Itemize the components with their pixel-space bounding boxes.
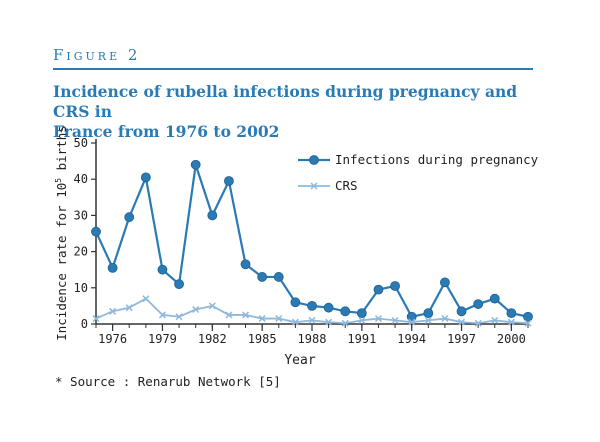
series-0-point-15: [340, 306, 351, 317]
chart-title: Incidence of rubella infections during p…: [53, 82, 523, 142]
series-1: [92, 295, 532, 327]
x-tick-label-1988: 1988: [298, 332, 327, 346]
series-1-point-6: [192, 305, 200, 314]
series-1-point-20: [424, 316, 432, 324]
y-axis-label-prefix: Incidence rate for 10: [54, 183, 69, 341]
series-1-point-0: [92, 315, 100, 323]
series-1-point-24: [491, 316, 499, 324]
chart-title-line-1: Incidence of rubella infections during p…: [53, 82, 518, 121]
x-tick-label-1982: 1982: [198, 332, 227, 346]
y-tick-label-40: 40: [74, 172, 88, 186]
series-0-point-24: [489, 293, 500, 304]
series-1-point-15: [341, 319, 349, 327]
x-tick-label-2000: 2000: [497, 332, 526, 346]
series-0-point-10: [257, 272, 268, 282]
y-tick-label-30: 30: [74, 208, 88, 222]
series-1-point-8: [225, 311, 233, 319]
series-1-point-19: [408, 318, 416, 326]
series-0-point-3: [140, 172, 151, 183]
y-tick-label-50: 50: [74, 136, 88, 150]
series-0-point-23: [473, 299, 484, 309]
legend-item-1: CRS: [298, 178, 358, 193]
x-tick-label-1976: 1976: [98, 332, 127, 346]
series-0-point-18: [390, 281, 400, 291]
series-0-point-2: [124, 212, 135, 223]
y-tick-label-20: 20: [74, 245, 88, 259]
source-note: * Source : Renarub Network [5]: [55, 374, 281, 389]
series-0-point-1: [107, 262, 118, 273]
series-1-point-13: [308, 316, 316, 324]
series-0-point-8: [224, 176, 234, 186]
series-0-point-11: [273, 272, 284, 282]
series-0-point-7: [207, 210, 218, 221]
legend-label-0: Infections during pregnancy: [335, 152, 539, 167]
series-0: [91, 159, 533, 322]
series-0-point-5: [174, 279, 184, 290]
chart-title-line-2: France from 1976 to 2002: [53, 122, 280, 141]
series-1-point-12: [291, 318, 299, 326]
x-tick-label-1985: 1985: [248, 332, 277, 346]
y-tick-label-10: 10: [74, 281, 88, 295]
series-1-point-1: [109, 307, 117, 315]
series-1-point-2: [125, 304, 133, 312]
x-axis-label: Year: [284, 353, 315, 368]
series-1-point-10: [258, 315, 266, 323]
series-0-point-21: [440, 277, 450, 288]
legend-marker-1: [310, 182, 318, 190]
series-0-point-20: [423, 308, 434, 319]
series-1-point-7: [208, 302, 216, 310]
series-0-point-9: [240, 259, 251, 270]
series-0-point-17: [373, 284, 384, 295]
x-tick-label-1979: 1979: [148, 332, 177, 346]
series-1-point-16: [358, 316, 366, 324]
series-0-point-4: [157, 264, 168, 275]
series-1-point-17: [374, 315, 382, 323]
x-tick-label-1997: 1997: [447, 332, 476, 346]
y-axis-label-suffix: births: [54, 125, 69, 178]
figure-rule: [53, 68, 533, 70]
legend-item-0: Infections during pregnancy: [298, 152, 539, 167]
series-1-point-23: [474, 319, 482, 327]
series-1-point-5: [175, 313, 183, 321]
figure-label: Figure 2: [53, 46, 141, 64]
y-axis-label: Incidence rate for 105 births: [54, 125, 69, 341]
series-0-point-25: [506, 308, 517, 319]
series-0-point-14: [323, 302, 334, 313]
series-0-point-16: [356, 308, 367, 319]
series-0-point-0: [91, 226, 101, 237]
x-tick-label-1994: 1994: [397, 332, 426, 346]
series-1-point-26: [524, 319, 532, 327]
series-0-point-26: [523, 311, 533, 322]
series-1-point-21: [441, 315, 449, 323]
series-0-point-6: [190, 159, 201, 170]
chart-axes: 0 10 20 30 40 50 1976 1979 1982 1985 1988 1991 1994 1…: [74, 136, 529, 346]
y-axis-label-sup: 5: [54, 178, 63, 183]
series-1-point-3: [142, 295, 150, 303]
series-0-point-13: [307, 300, 317, 311]
series-0-point-22: [456, 306, 467, 317]
chart-series: [91, 159, 533, 327]
y-tick-label-0: 0: [81, 317, 88, 331]
series-1-point-11: [275, 315, 283, 323]
series-1-point-4: [158, 311, 166, 319]
x-tick-label-1991: 1991: [347, 332, 376, 346]
series-1-point-14: [325, 318, 333, 326]
legend-label-1: CRS: [335, 178, 358, 193]
chart-legend: Infections during pregnancy CRS: [298, 152, 539, 193]
series-1-point-25: [507, 318, 515, 326]
series-1-point-22: [458, 318, 466, 326]
legend-marker-0: [309, 155, 319, 165]
series-1-point-18: [391, 316, 399, 324]
series-1-point-9: [242, 311, 250, 319]
series-0-point-12: [290, 297, 301, 308]
